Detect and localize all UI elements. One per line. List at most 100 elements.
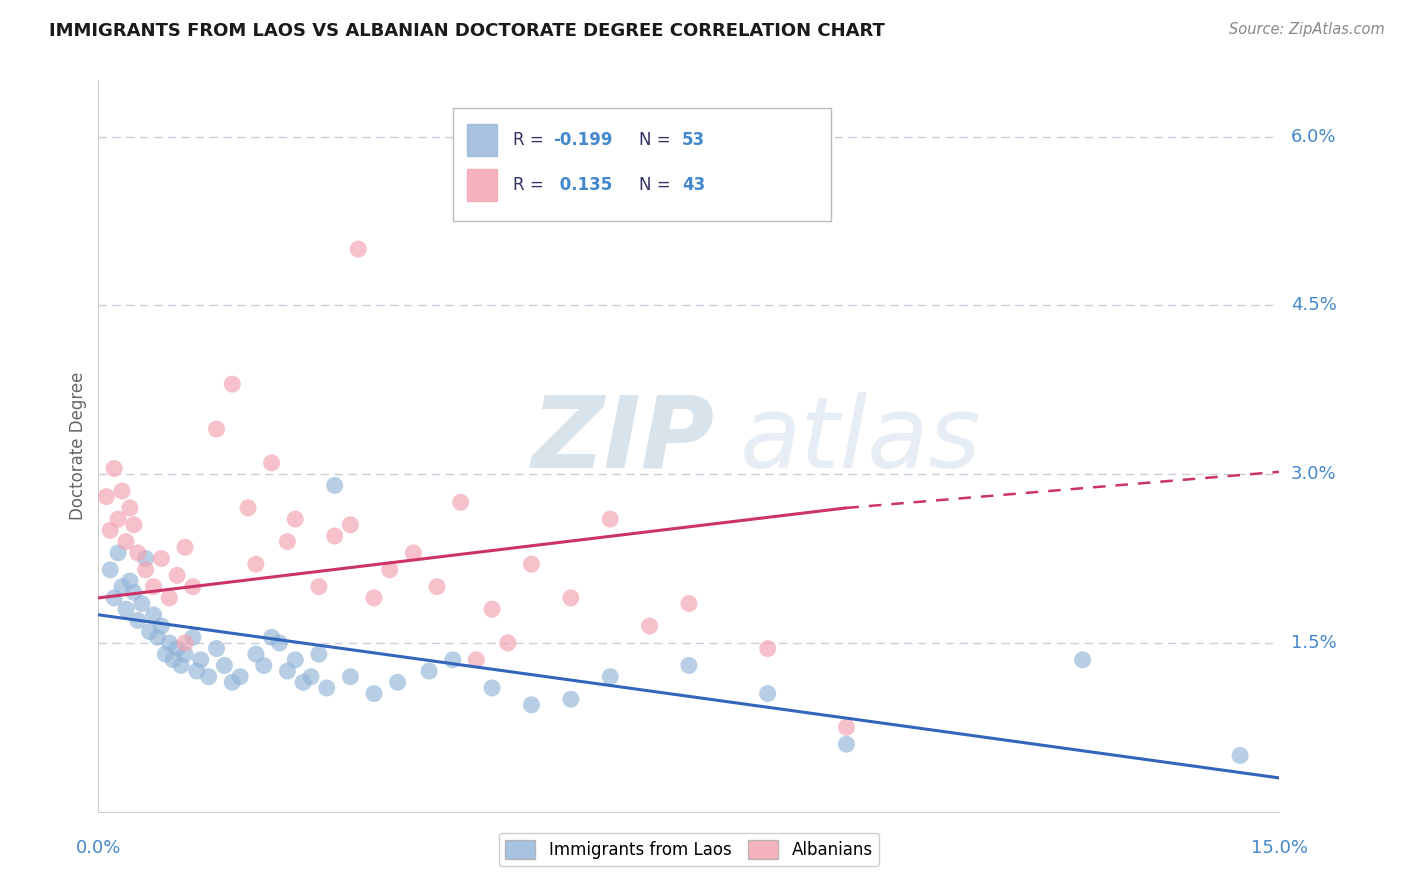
Text: 53: 53 xyxy=(682,131,704,149)
Point xyxy=(284,653,307,667)
Point xyxy=(190,653,212,667)
Text: R =: R = xyxy=(513,131,548,149)
Point xyxy=(122,517,145,532)
Point xyxy=(378,563,401,577)
Point xyxy=(315,681,337,695)
Bar xyxy=(467,169,496,201)
Point xyxy=(205,641,228,656)
Point xyxy=(339,517,361,532)
Point xyxy=(103,461,125,475)
Text: 43: 43 xyxy=(682,176,704,194)
Point xyxy=(205,422,228,436)
Point xyxy=(835,737,858,751)
Point xyxy=(276,534,298,549)
Point xyxy=(441,653,464,667)
Point xyxy=(150,551,173,566)
Point xyxy=(174,636,197,650)
Point xyxy=(465,653,488,667)
Text: 0.0%: 0.0% xyxy=(76,839,121,857)
Point xyxy=(245,557,267,571)
Point xyxy=(678,597,700,611)
Point xyxy=(155,647,177,661)
Point xyxy=(323,478,346,492)
Text: N =: N = xyxy=(638,131,675,149)
Point xyxy=(481,602,503,616)
Point xyxy=(339,670,361,684)
Point xyxy=(418,664,440,678)
Point xyxy=(276,664,298,678)
Point xyxy=(98,563,121,577)
Point xyxy=(162,653,184,667)
Y-axis label: Doctorate Degree: Doctorate Degree xyxy=(69,372,87,520)
Point xyxy=(138,624,160,639)
Point xyxy=(118,500,141,515)
Point xyxy=(269,636,291,650)
Point xyxy=(363,687,385,701)
Point xyxy=(363,591,385,605)
Point xyxy=(115,602,138,616)
Point xyxy=(323,529,346,543)
Point xyxy=(308,647,330,661)
Point xyxy=(260,630,283,644)
Point xyxy=(111,483,134,498)
Point xyxy=(1229,748,1251,763)
Point xyxy=(450,495,472,509)
Point xyxy=(181,630,204,644)
Point xyxy=(142,580,165,594)
Point xyxy=(308,580,330,594)
Point xyxy=(118,574,141,588)
Point xyxy=(174,541,197,555)
Point xyxy=(107,546,129,560)
Text: 15.0%: 15.0% xyxy=(1251,839,1308,857)
Text: N =: N = xyxy=(638,176,675,194)
Point xyxy=(166,568,188,582)
FancyBboxPatch shape xyxy=(453,109,831,221)
Point xyxy=(253,658,276,673)
Point xyxy=(157,636,180,650)
Point xyxy=(599,670,621,684)
Text: atlas: atlas xyxy=(740,392,981,489)
Point xyxy=(402,546,425,560)
Point xyxy=(142,607,165,622)
Point xyxy=(756,641,779,656)
Point xyxy=(756,687,779,701)
Point xyxy=(170,658,193,673)
Text: R =: R = xyxy=(513,176,548,194)
Point xyxy=(678,658,700,673)
Point xyxy=(245,647,267,661)
Point xyxy=(236,500,259,515)
Point xyxy=(197,670,219,684)
Point xyxy=(520,698,543,712)
Bar xyxy=(467,124,496,156)
Point xyxy=(96,490,118,504)
Point xyxy=(387,675,409,690)
Point xyxy=(299,670,322,684)
Point xyxy=(157,591,180,605)
Point xyxy=(426,580,449,594)
Point xyxy=(260,456,283,470)
Point xyxy=(166,641,188,656)
Point xyxy=(135,551,157,566)
Text: 3.0%: 3.0% xyxy=(1291,465,1336,483)
Point xyxy=(221,675,243,690)
Point xyxy=(638,619,661,633)
Point xyxy=(229,670,252,684)
Text: Source: ZipAtlas.com: Source: ZipAtlas.com xyxy=(1229,22,1385,37)
Point xyxy=(1071,653,1094,667)
Point xyxy=(111,580,134,594)
Point xyxy=(115,534,138,549)
Point xyxy=(186,664,208,678)
Point xyxy=(181,580,204,594)
Point xyxy=(107,512,129,526)
Point xyxy=(127,614,149,628)
Point xyxy=(560,692,582,706)
Point xyxy=(103,591,125,605)
Point xyxy=(292,675,315,690)
Point xyxy=(481,681,503,695)
Text: 6.0%: 6.0% xyxy=(1291,128,1336,145)
Point xyxy=(347,242,370,256)
Point xyxy=(127,546,149,560)
Point xyxy=(560,591,582,605)
Point xyxy=(496,636,519,650)
Point xyxy=(599,512,621,526)
